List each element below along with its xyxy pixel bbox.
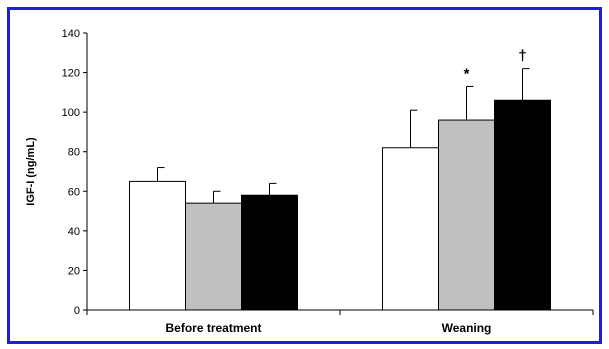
y-tick-label: 100 [62, 107, 80, 119]
y-tick-label: 140 [62, 28, 80, 40]
x-category-label: Weaning [442, 321, 492, 335]
y-tick-label: 0 [74, 305, 80, 317]
y-tick-label: 40 [68, 226, 80, 238]
bar [382, 147, 439, 311]
y-tick-label: 20 [68, 265, 80, 277]
bar [129, 180, 186, 311]
y-tick-label: 120 [62, 68, 80, 80]
y-tick-label: 80 [68, 147, 80, 159]
x-category-label: Before treatment [165, 321, 261, 335]
bar [241, 194, 298, 311]
bar [185, 202, 242, 311]
significance-marker: † [518, 48, 526, 65]
y-axis-label: IGF-I (ng/mL) [25, 137, 37, 206]
bar [494, 99, 551, 311]
chart-frame: 0 20 40 60 80 100 120 140 IGF-I (ng/mL) Before tr… [7, 7, 602, 344]
y-tick-label: 60 [68, 186, 80, 198]
bar-chart: 0 20 40 60 80 100 120 140 IGF-I (ng/mL) Before tr… [25, 28, 594, 335]
bar [438, 119, 495, 311]
significance-marker: * [464, 65, 470, 82]
